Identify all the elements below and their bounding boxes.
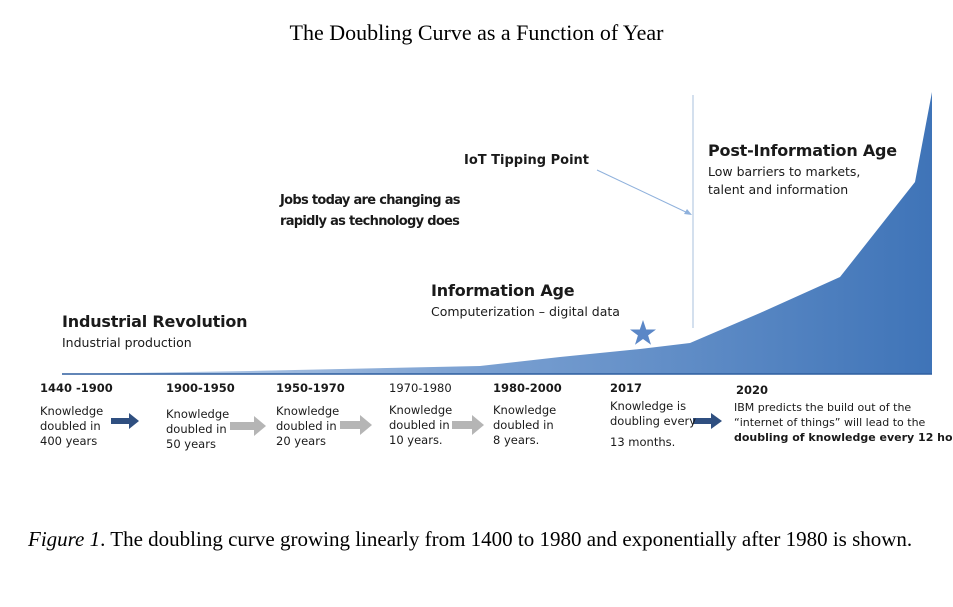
- era-subtitle-industrial-revolution: Industrial production: [62, 335, 192, 350]
- era-subtitle-post-information-age-line2: talent and information: [708, 182, 848, 197]
- era-title-post-information-age: Post-Information Age: [708, 141, 897, 160]
- iot-tipping-point-label: IoT Tipping Point: [464, 153, 589, 168]
- arrow-icon-2: [230, 416, 266, 436]
- timeline-desc-3: Knowledge doubled in 20 years: [276, 404, 339, 449]
- timeline-desc-6: Knowledge is doubling every 13 months.: [610, 399, 696, 450]
- arrow-icon-3: [340, 415, 372, 435]
- timeline-period-4: 1970-1980: [389, 381, 452, 395]
- era-subtitle-post-information-age-line1: Low barriers to markets,: [708, 164, 860, 179]
- arrow-icon-4: [452, 415, 484, 435]
- timeline-period-6: 2017: [610, 381, 642, 395]
- era-subtitle-information-age: Computerization – digital data: [431, 304, 620, 319]
- timeline-desc-5: Knowledge doubled in 8 years.: [493, 403, 556, 448]
- era-title-industrial-revolution: Industrial Revolution: [62, 312, 247, 331]
- timeline-period-7: 2020: [736, 383, 768, 397]
- jobs-callout-line1: Jobs today are changing as: [280, 193, 460, 208]
- iot-pointer-line: [597, 170, 690, 214]
- timeline-desc-7: IBM predicts the build out of the “intern…: [734, 400, 953, 445]
- jobs-callout-line2: rapidly as technology does: [280, 214, 459, 229]
- timeline-desc-2: Knowledge doubled in 50 years: [166, 407, 229, 452]
- arrow-icon-1: [111, 413, 139, 429]
- iot-pointer-arrowhead: [684, 209, 692, 215]
- caption-text: . The doubling curve growing linearly fr…: [100, 527, 912, 551]
- timeline-period-3: 1950-1970: [276, 381, 345, 395]
- arrow-icon-5: [693, 413, 722, 429]
- doubling-curve-area: [62, 92, 932, 374]
- timeline-desc-1: Knowledge doubled in 400 years: [40, 404, 103, 449]
- timeline-period-5: 1980-2000: [493, 381, 562, 395]
- timeline-desc-4: Knowledge doubled in 10 years.: [389, 403, 452, 448]
- era-title-information-age: Information Age: [431, 281, 574, 300]
- figure-caption: Figure 1. The doubling curve growing lin…: [28, 512, 938, 567]
- star-icon: [630, 320, 656, 345]
- figure-label: Figure 1: [28, 527, 100, 551]
- timeline-period-2: 1900-1950: [166, 381, 235, 395]
- timeline-period-1: 1440 -1900: [40, 381, 113, 395]
